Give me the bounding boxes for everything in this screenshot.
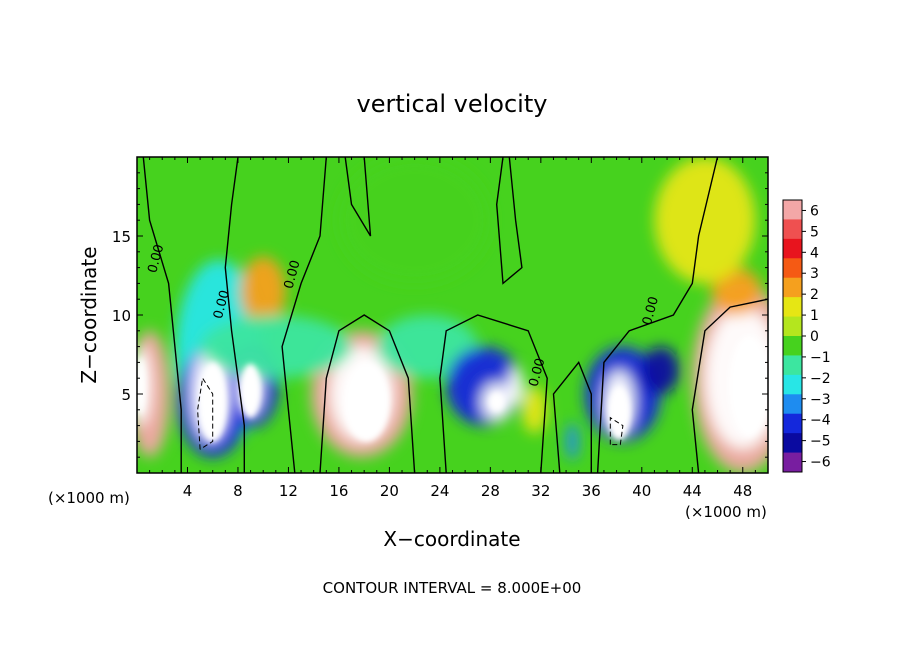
chart-title: vertical velocity bbox=[357, 90, 548, 118]
colorbar-swatch bbox=[783, 433, 802, 454]
x-tick-label: 28 bbox=[481, 482, 500, 500]
contour-label: 0.00 bbox=[211, 289, 233, 321]
velocity-cell bbox=[338, 157, 491, 284]
x-tick-label: 8 bbox=[233, 482, 243, 500]
saturated-cell bbox=[489, 392, 505, 412]
colorbar-swatch bbox=[783, 238, 802, 259]
x-tick-label: 48 bbox=[733, 482, 752, 500]
contour-label: 0.00 bbox=[640, 295, 662, 327]
colorbar-label: 5 bbox=[810, 224, 819, 240]
colorbar-label: 6 bbox=[810, 203, 819, 219]
y-tick-label: 10 bbox=[112, 307, 131, 325]
x-tick-label: 16 bbox=[329, 482, 348, 500]
contour-line bbox=[495, 157, 523, 285]
contour-line bbox=[439, 314, 548, 473]
colorbar-swatch bbox=[783, 413, 802, 434]
contour-labels: 0.00 0.00 0.00 0.00 0.00 bbox=[145, 243, 662, 389]
x-unit-left: (×1000 m) bbox=[48, 489, 130, 507]
velocity-cell bbox=[240, 256, 286, 327]
contour-interval: CONTOUR INTERVAL = 8.000E+00 bbox=[323, 579, 582, 597]
colorbar-label: −5 bbox=[810, 434, 831, 450]
saturated-cell bbox=[137, 357, 146, 415]
x-tick-label: 4 bbox=[183, 482, 193, 500]
contour-line bbox=[344, 157, 372, 237]
contour-label: 0.00 bbox=[145, 243, 167, 275]
colorbar-swatch bbox=[783, 219, 802, 240]
velocity-cell bbox=[566, 422, 579, 461]
velocity-cell bbox=[200, 315, 352, 379]
colorbar-label: −1 bbox=[810, 350, 831, 366]
colorbar-label: 4 bbox=[810, 245, 819, 261]
plot-area bbox=[137, 157, 768, 473]
saturated-cell bbox=[343, 362, 390, 442]
colorbar-swatch bbox=[783, 336, 802, 356]
colorbar-label: 1 bbox=[810, 308, 819, 324]
colorbar-swatch bbox=[783, 277, 802, 298]
colorbar-label: −4 bbox=[810, 413, 831, 429]
x-tick-label: 44 bbox=[683, 482, 702, 500]
y-tick-label: 15 bbox=[112, 228, 131, 246]
x-axis-ticks: 4 8 12 16 20 24 28 32 36 40 44 48 bbox=[149, 157, 756, 500]
saturated-cell bbox=[728, 335, 768, 437]
x-unit-right: (×1000 m) bbox=[685, 503, 767, 521]
x-tick-label: 20 bbox=[380, 482, 399, 500]
velocity-cell bbox=[654, 157, 756, 284]
colorbar-swatch bbox=[783, 316, 802, 337]
colorbar: 6 5 4 3 2 1 0 −1 −2 −3 −4 −5 −6 bbox=[782, 199, 831, 473]
contour-line bbox=[552, 361, 592, 473]
velocity-cell bbox=[521, 386, 548, 434]
contour-line bbox=[596, 157, 719, 473]
x-tick-label: 12 bbox=[279, 482, 298, 500]
x-tick-label: 40 bbox=[632, 482, 651, 500]
colorbar-swatch bbox=[783, 258, 802, 279]
colorbar-swatch bbox=[783, 297, 802, 318]
y-axis-label: Z−coordinate bbox=[77, 246, 101, 383]
colorbar-swatch bbox=[783, 394, 802, 415]
colorbar-label: 0 bbox=[810, 329, 819, 345]
colorbar-swatch bbox=[783, 355, 802, 376]
contour-line-negative bbox=[197, 376, 214, 450]
colorbar-label: −2 bbox=[810, 371, 831, 387]
contour-line bbox=[691, 298, 768, 473]
contour-line bbox=[142, 157, 182, 473]
velocity-cell bbox=[641, 346, 680, 394]
colorbar-swatch bbox=[783, 452, 802, 473]
x-tick-label: 32 bbox=[531, 482, 550, 500]
saturated-cell bbox=[607, 386, 631, 440]
y-axis-ticks: 5 10 15 bbox=[112, 172, 768, 458]
contour-line-negative bbox=[609, 416, 624, 446]
contour-label: 0.00 bbox=[282, 259, 304, 291]
colorbar-swatch bbox=[783, 200, 802, 220]
velocity-cell bbox=[508, 367, 524, 406]
x-axis-label: X−coordinate bbox=[383, 527, 520, 551]
contour-line bbox=[319, 314, 416, 473]
colorbar-label: 2 bbox=[810, 287, 819, 303]
colorbar-label: −6 bbox=[810, 455, 831, 471]
contour-label: 0.00 bbox=[526, 357, 548, 389]
y-tick-label: 5 bbox=[121, 386, 131, 404]
colorbar-swatch bbox=[783, 374, 802, 395]
colorbar-label: −3 bbox=[810, 392, 831, 408]
contour-line bbox=[281, 157, 327, 473]
contour-line bbox=[224, 157, 245, 473]
x-tick-label: 24 bbox=[430, 482, 449, 500]
saturated-cell bbox=[240, 363, 261, 418]
x-tick-label: 36 bbox=[582, 482, 601, 500]
zero-contours bbox=[142, 157, 768, 473]
colorbar-label: 3 bbox=[810, 266, 819, 282]
